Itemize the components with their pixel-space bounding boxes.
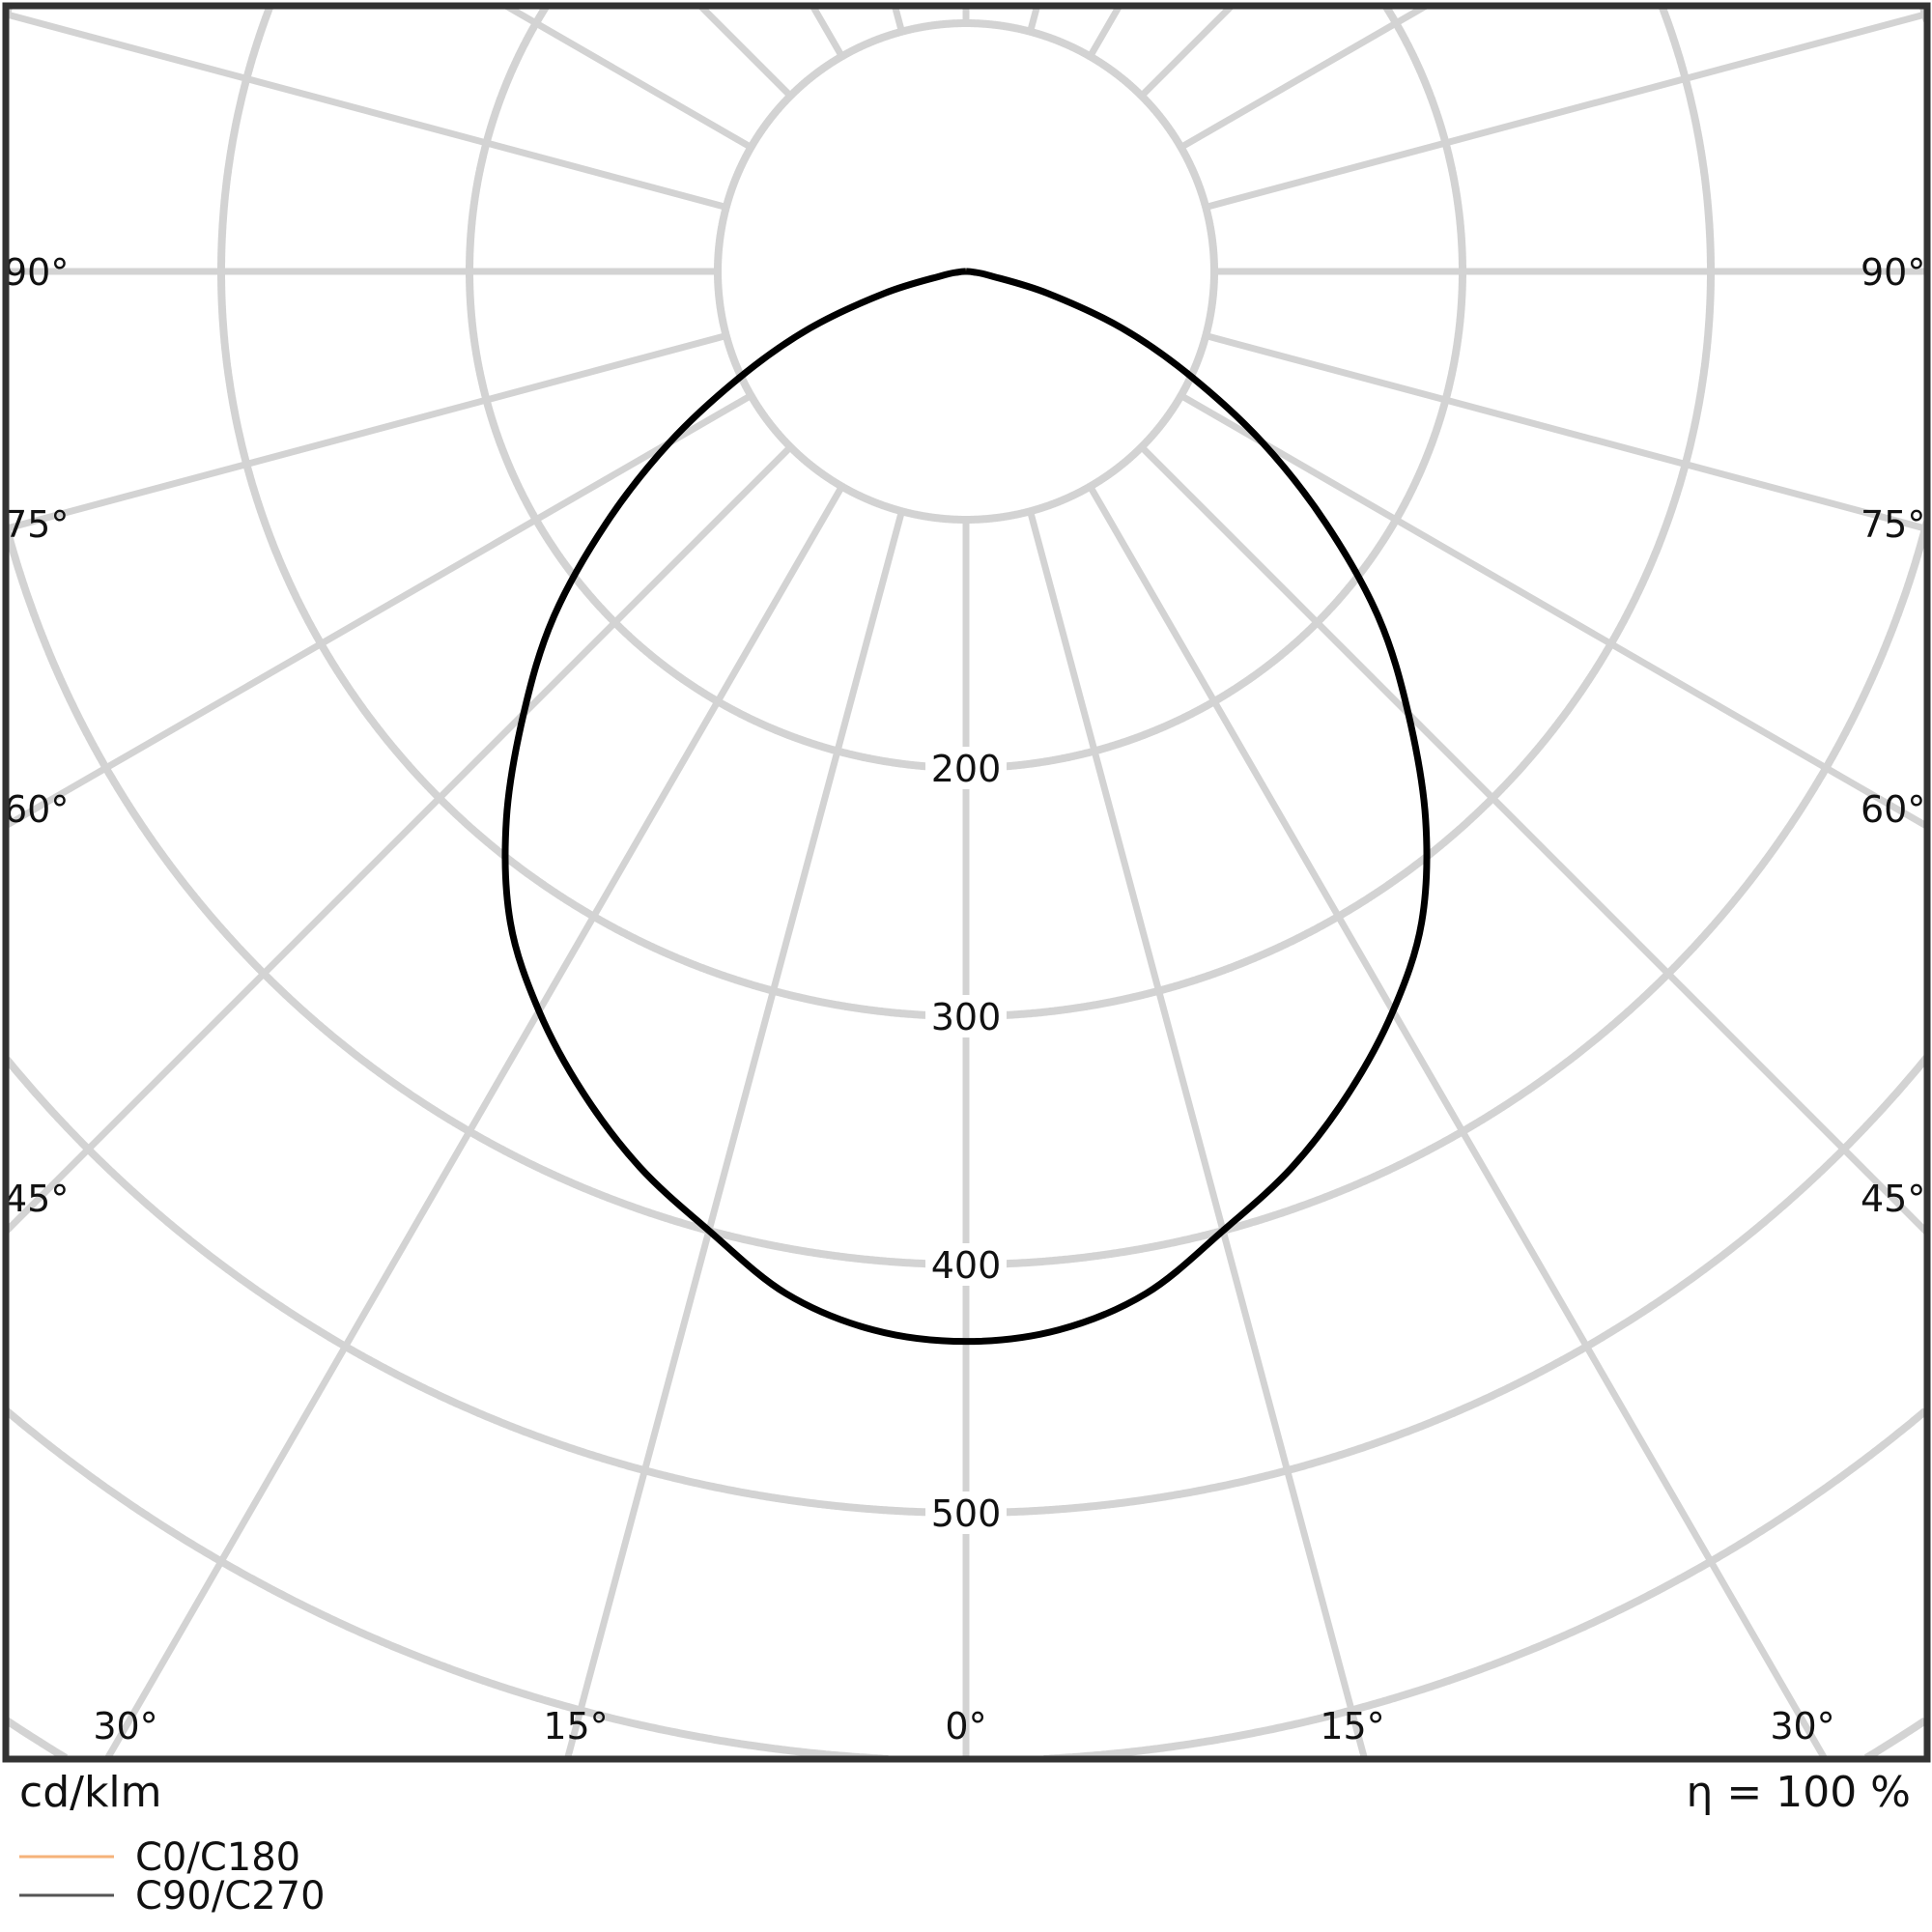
angle-label-right: 75° [1861, 503, 1925, 546]
angle-labels: 90° 90° 75° 75° 60° 60° 45° 45° 30° 15° 0° 15° 30° [4, 251, 1925, 1747]
grid-spoke-300 [6, 392, 753, 829]
efficiency-label: η = 100 % [1686, 1768, 1911, 1817]
grid-spoke-45 [1139, 444, 1927, 1236]
angle-label-left: 60° [4, 788, 69, 831]
grid-spoke-150 [1087, 6, 1122, 59]
grid-spoke-120 [1179, 6, 1429, 151]
grid-spoke-345 [563, 510, 905, 1759]
grid-spoke-165 [1027, 6, 1041, 33]
grid-spoke-225 [697, 6, 793, 99]
grid-spoke-285 [6, 332, 727, 532]
radial-label-400: 400 [931, 1244, 1002, 1287]
grid-spoke-210 [810, 6, 845, 59]
grid-spoke-255 [6, 11, 727, 211]
grid-spoke-315 [6, 444, 793, 1235]
grid-ring-700 [6, 1717, 1927, 1759]
angle-label-bottom: 30° [1770, 1705, 1834, 1747]
unit-label: cd/klm [19, 1768, 162, 1817]
radial-label-bg [925, 747, 1007, 789]
curves [501, 268, 1431, 1346]
radial-label-bg [925, 995, 1007, 1037]
legend-label: C0/C180 [135, 1835, 300, 1880]
radial-label-200: 200 [931, 748, 1002, 790]
radial-label-bg [925, 1243, 1007, 1286]
plot-frame [2, 2, 1931, 1763]
radial-labels: 200 300 400 500 [925, 747, 1007, 1535]
angle-label-right: 90° [1861, 251, 1925, 294]
grid-spoke-195 [891, 6, 905, 33]
grid-spoke-75 [1205, 332, 1927, 532]
grid-ring-500 [6, 1055, 1927, 1517]
grid-ring-200 [466, 6, 1466, 772]
angle-label-bottom: 0° [945, 1705, 986, 1747]
angle-label-right: 60° [1861, 788, 1925, 831]
grid-spoke-330 [103, 484, 845, 1759]
polar-grid [6, 6, 1927, 1759]
grid-spoke-15 [1027, 510, 1369, 1759]
grid-ring-600 [6, 1407, 1927, 1759]
radial-label-500: 500 [931, 1492, 1002, 1535]
legend-label: C90/C270 [135, 1874, 326, 1918]
angle-label-right: 45° [1861, 1178, 1925, 1220]
angle-label-bottom: 30° [93, 1705, 157, 1747]
angle-label-bottom: 15° [543, 1705, 608, 1747]
angle-label-left: 90° [4, 251, 69, 294]
radial-label-bg [925, 1492, 1007, 1534]
series-c90-c270 [501, 268, 1431, 1346]
grid-spoke-60 [1179, 392, 1927, 830]
grid-spoke-105 [1205, 11, 1927, 211]
grid-spoke-135 [1139, 6, 1235, 99]
angle-label-left: 75° [4, 503, 69, 546]
grid-spoke-240 [503, 6, 753, 151]
grid-spoke-30 [1087, 484, 1829, 1759]
radial-label-300: 300 [931, 996, 1002, 1038]
angle-label-bottom: 15° [1320, 1705, 1384, 1747]
angle-label-left: 45° [4, 1178, 69, 1220]
grid-ring-300 [217, 6, 1715, 1020]
